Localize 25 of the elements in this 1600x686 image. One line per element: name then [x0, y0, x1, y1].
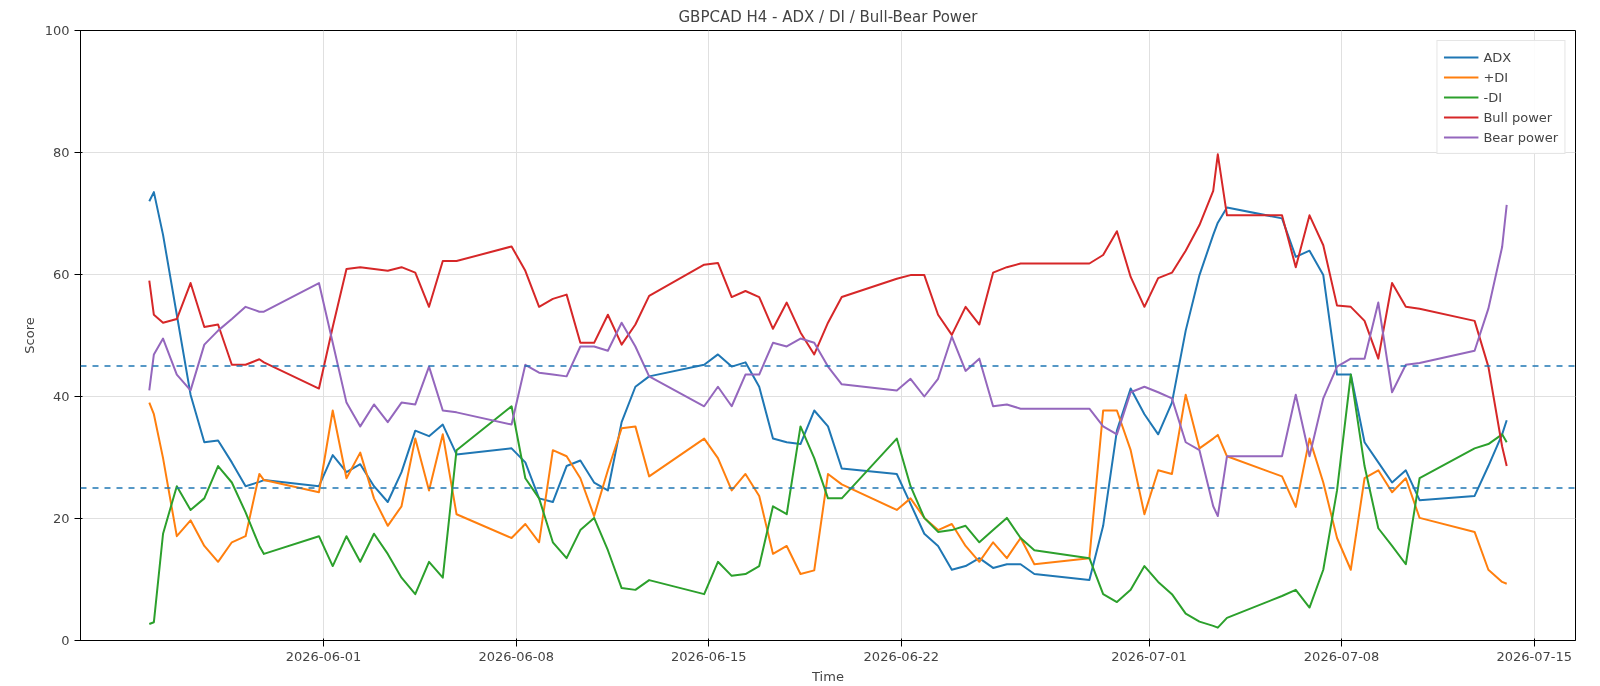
y-tick-label: 0	[61, 633, 70, 648]
y-axis-title: Score	[21, 317, 37, 354]
x-tick-label: 2026-06-22	[863, 648, 940, 664]
x-axis-title: Time	[811, 668, 844, 684]
x-tick-label: 2026-07-15	[1496, 648, 1573, 664]
legend-label: -DI	[1483, 89, 1503, 105]
line-series	[148, 373, 1508, 629]
x-tick-label: 2026-06-01	[285, 648, 362, 664]
y-tick-label: 60	[52, 267, 70, 282]
line-series	[148, 153, 1508, 468]
legend-label: Bear power	[1483, 129, 1558, 145]
x-tick-label: 2026-07-01	[1111, 648, 1187, 664]
x-tick-label: 2026-06-08	[478, 648, 554, 664]
line-series	[148, 393, 1508, 585]
legend-label: ADX	[1483, 49, 1512, 65]
y-tick-label: 80	[52, 145, 70, 160]
legend-label: Bull power	[1483, 109, 1553, 125]
x-tick-label: 2026-07-08	[1303, 648, 1380, 664]
y-tick-label: 20	[52, 511, 70, 526]
x-tick-label: 2026-06-15	[670, 648, 747, 664]
chart-title: GBPCAD H4 - ADX / DI / Bull-Bear Power	[678, 7, 979, 26]
line-series	[148, 203, 1508, 518]
legend-label: +DI	[1483, 69, 1509, 85]
y-tick-label: 100	[44, 23, 70, 38]
y-tick-label: 40	[52, 389, 70, 404]
